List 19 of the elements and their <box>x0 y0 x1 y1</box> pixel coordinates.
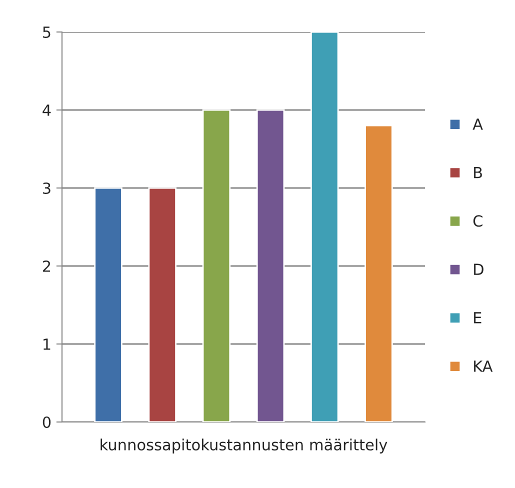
bar <box>202 109 231 422</box>
y-tick-label: 5 <box>43 26 50 38</box>
legend-label: E <box>474 312 482 324</box>
y-tick-label: 0 <box>42 416 51 428</box>
y-tick-label: 2 <box>42 260 50 272</box>
legend-label: D <box>474 264 484 275</box>
bar <box>94 187 122 422</box>
y-tick-label: 1 <box>44 338 50 350</box>
y-tick-label: 4 <box>42 104 51 116</box>
legend-label: KA <box>474 360 493 372</box>
bar <box>148 187 176 422</box>
bar <box>310 32 339 422</box>
legend-label: B <box>474 166 482 178</box>
bar <box>256 109 285 422</box>
x-tick-label: kunnossapitokustannusten määrittely <box>100 438 388 454</box>
bar <box>364 124 393 422</box>
legend-label: C <box>473 215 482 227</box>
legend-label: A <box>472 118 483 130</box>
y-tick-label: 3 <box>43 182 50 194</box>
